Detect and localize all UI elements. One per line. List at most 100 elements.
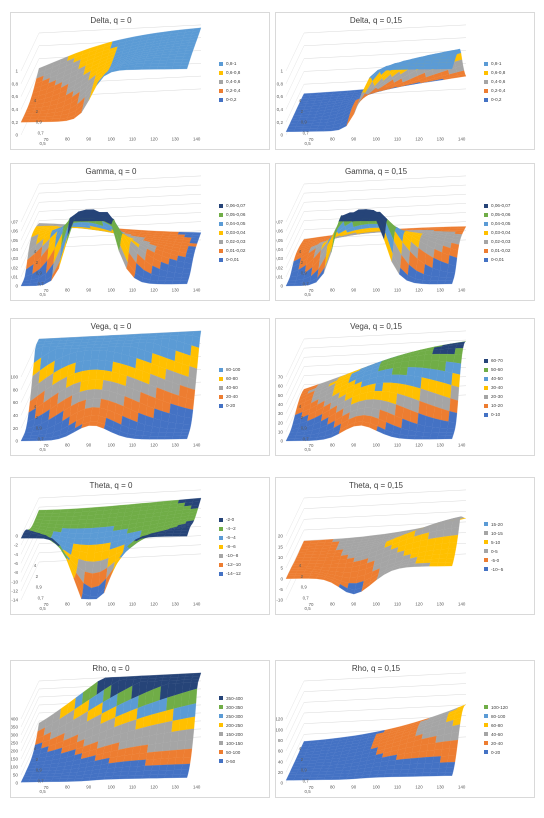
surface-facet [312, 119, 322, 124]
legend-swatch [484, 412, 488, 417]
surface-facet [175, 749, 185, 758]
legend-label: -8--6 [226, 544, 236, 549]
surface-facet [172, 530, 182, 534]
y-tick-label: 0,05 [276, 238, 283, 243]
gridline [20, 704, 40, 744]
surface-facet [86, 514, 96, 520]
surface-facet [126, 676, 135, 680]
gridline [285, 384, 305, 423]
t-tick-label: 0,7 [303, 595, 310, 600]
surface-facet [180, 690, 190, 708]
surface-facet [80, 511, 90, 517]
surface-facet [371, 211, 381, 216]
x-tick-label: 80 [330, 602, 335, 607]
surface-facet [89, 215, 99, 219]
surface-facet [406, 772, 416, 777]
surface-facet [317, 557, 327, 561]
surface-facet [103, 775, 113, 780]
surface-facet [427, 227, 437, 229]
surface-facet [364, 399, 374, 409]
surface-facet [443, 371, 453, 386]
surface-facet [429, 65, 439, 70]
t-tick-label: 4 [299, 98, 302, 103]
legend-label: 0,6-0,8 [226, 70, 241, 75]
surface-facet [451, 518, 461, 529]
y-tick-label: 0,06 [276, 229, 283, 234]
surface-facet [135, 770, 145, 776]
surface-facet [171, 719, 181, 733]
surface-facet [139, 336, 149, 340]
x-tick-label: 90 [86, 443, 91, 448]
surface-facet [403, 752, 413, 760]
surface-facet [423, 762, 433, 769]
surface-facet [79, 515, 89, 521]
surface-facet [173, 428, 183, 433]
surface-facet [376, 773, 386, 778]
surface-facet [34, 516, 44, 521]
surface-facet [444, 280, 454, 285]
surface-facet [43, 778, 53, 783]
y-tick-label: 50 [13, 773, 19, 778]
surface-facet [60, 528, 70, 534]
legend-item: 0-0,01 [219, 256, 239, 264]
surface-facet [146, 743, 156, 753]
surface-facet [65, 512, 75, 517]
legend-item: 0,06-0,07 [219, 202, 245, 210]
surface-plot: 0 0,01 0,02 0,03 0,04 0,05 0,06 0,07 70 80 90 100 11… [11, 175, 202, 302]
legend-swatch [219, 385, 223, 390]
legend-label: 80-100 [226, 367, 241, 372]
gridline [285, 357, 305, 396]
surface-facet [154, 677, 164, 682]
legend-item: 0,05-0,06 [219, 211, 245, 219]
t-tick-label: 0,9 [36, 585, 43, 590]
surface-facet [391, 773, 401, 778]
surface-facet [180, 277, 190, 282]
surface-facet [446, 59, 456, 63]
gridline [303, 330, 467, 340]
surface-facet [429, 562, 439, 567]
surface-facet [439, 56, 449, 60]
legend-label: 0-0,2 [226, 97, 237, 102]
gridline [285, 529, 305, 569]
surface-facet [453, 354, 463, 364]
legend-label: 0,05-0,06 [226, 212, 246, 217]
t-tick-label: 2 [301, 757, 304, 762]
surface-facet [59, 508, 69, 514]
surface-facet [288, 771, 298, 776]
y-tick-label: 15 [278, 544, 284, 549]
surface-facet [372, 399, 382, 410]
surface-facet [392, 769, 402, 774]
surface-facet [323, 776, 333, 780]
t-tick-label: 2 [301, 415, 304, 420]
surface-facet [68, 771, 78, 776]
x-tick-label: 110 [129, 602, 137, 607]
surface-facet [353, 217, 363, 222]
surface-facet [445, 432, 455, 437]
legend-swatch [484, 385, 488, 390]
gridline [285, 519, 305, 558]
y-tick-label: 10 [278, 555, 284, 560]
legend-swatch [484, 248, 488, 253]
surface-facet [49, 516, 59, 521]
surface-facet [338, 218, 348, 222]
legend-swatch [219, 732, 223, 736]
legend-swatch [484, 212, 488, 217]
surface-facet [414, 435, 424, 440]
surface-facet [287, 572, 297, 577]
t-tick-label: 4 [299, 563, 302, 568]
surface-facet [177, 729, 187, 742]
x-tick-label: 70 [309, 602, 314, 607]
surface-facet [24, 770, 34, 775]
y-tick-label: 120 [276, 717, 283, 722]
legend-label: -6--4 [226, 535, 236, 540]
legend-label: 0,01-0,02 [226, 248, 246, 253]
surface-facet [144, 759, 154, 766]
legend-item: 0,2-0,4 [484, 87, 505, 95]
legend-item: -5-0 [484, 556, 499, 564]
x-tick-label: 100 [108, 288, 116, 293]
legend-swatch [219, 221, 223, 226]
gridline [303, 500, 467, 509]
surface-facet [73, 511, 83, 517]
surface-facet [166, 764, 176, 771]
surface-facet [442, 733, 452, 742]
